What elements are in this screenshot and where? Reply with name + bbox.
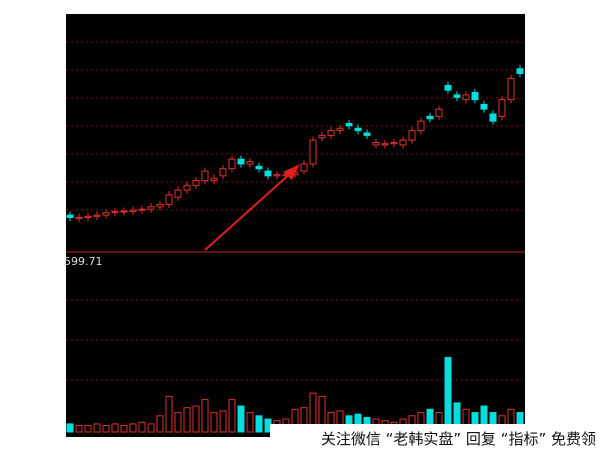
volume-bar	[120, 425, 128, 433]
volume-bar	[246, 412, 254, 433]
volume-bar	[174, 412, 182, 433]
candle-body	[102, 212, 110, 216]
volume-bar	[165, 395, 173, 433]
candle-body	[507, 77, 515, 101]
candle-body	[372, 142, 380, 146]
candle-body	[210, 177, 218, 182]
panel	[66, 14, 525, 437]
candle-body	[111, 211, 119, 214]
candle-body	[228, 158, 236, 170]
candle-body	[264, 170, 272, 177]
candle-body	[165, 194, 173, 205]
candle-body	[84, 215, 92, 218]
candle-body	[174, 189, 182, 198]
candle-body	[192, 180, 200, 186]
candle-body	[471, 92, 479, 101]
volume-bar	[237, 405, 245, 433]
volume-bar	[129, 423, 137, 433]
candle-body	[408, 130, 416, 141]
candle-body	[147, 206, 155, 210]
volume-bar	[93, 423, 101, 433]
candle-body	[156, 203, 164, 208]
candle-body	[417, 120, 425, 132]
volume-bar	[444, 356, 452, 433]
candle-body	[480, 103, 488, 110]
volume-bar	[66, 423, 74, 433]
candle-body	[516, 68, 524, 74]
candle-body	[498, 99, 506, 117]
volume-bar	[183, 407, 191, 433]
candle-body	[381, 143, 389, 146]
candle-body	[489, 113, 497, 122]
candle-body	[183, 184, 191, 191]
volume-bar	[111, 423, 119, 433]
candle-body	[453, 94, 461, 98]
candle-body	[426, 115, 434, 120]
volume-bar	[192, 405, 200, 433]
candle-body	[201, 170, 209, 182]
candle-body	[129, 209, 137, 213]
arrow	[204, 164, 300, 251]
candle-body	[354, 127, 362, 132]
candle-body	[273, 174, 281, 177]
candle-body	[363, 132, 371, 136]
volume-bar	[75, 425, 83, 433]
candle-body	[435, 108, 443, 117]
volume-bar	[156, 415, 164, 433]
candle-body	[120, 210, 128, 213]
candle-body	[255, 165, 263, 170]
volume-bar	[228, 399, 236, 433]
volume-bar	[219, 410, 227, 433]
candle-body	[390, 142, 398, 145]
candle-body	[219, 168, 227, 177]
candle-body	[246, 161, 254, 165]
candle-body	[327, 130, 335, 136]
candle-body	[237, 158, 245, 165]
candle-body	[345, 122, 353, 127]
volume-bar	[138, 421, 146, 433]
volume-bar	[84, 425, 92, 433]
volume-label: 599.71	[64, 255, 103, 268]
candle-body	[444, 84, 452, 91]
volume-bar	[210, 412, 218, 433]
candle-body	[309, 139, 317, 165]
candle-body	[300, 163, 308, 172]
candle-body	[138, 208, 146, 211]
candle-body	[93, 214, 101, 217]
candle-body	[318, 134, 326, 139]
candle-body	[399, 139, 407, 146]
volume-bar	[255, 415, 263, 433]
candle-body	[66, 214, 74, 218]
volume-bar	[147, 423, 155, 433]
volume-bar	[201, 399, 209, 433]
candle-body	[336, 127, 344, 132]
candle-body	[462, 94, 470, 101]
watermark-bg	[270, 424, 600, 452]
watermark: 关注微信 “老韩实盘” 回复 “指标” 免费领	[321, 430, 596, 448]
candle-body	[75, 216, 83, 220]
volume-bar	[102, 425, 110, 433]
